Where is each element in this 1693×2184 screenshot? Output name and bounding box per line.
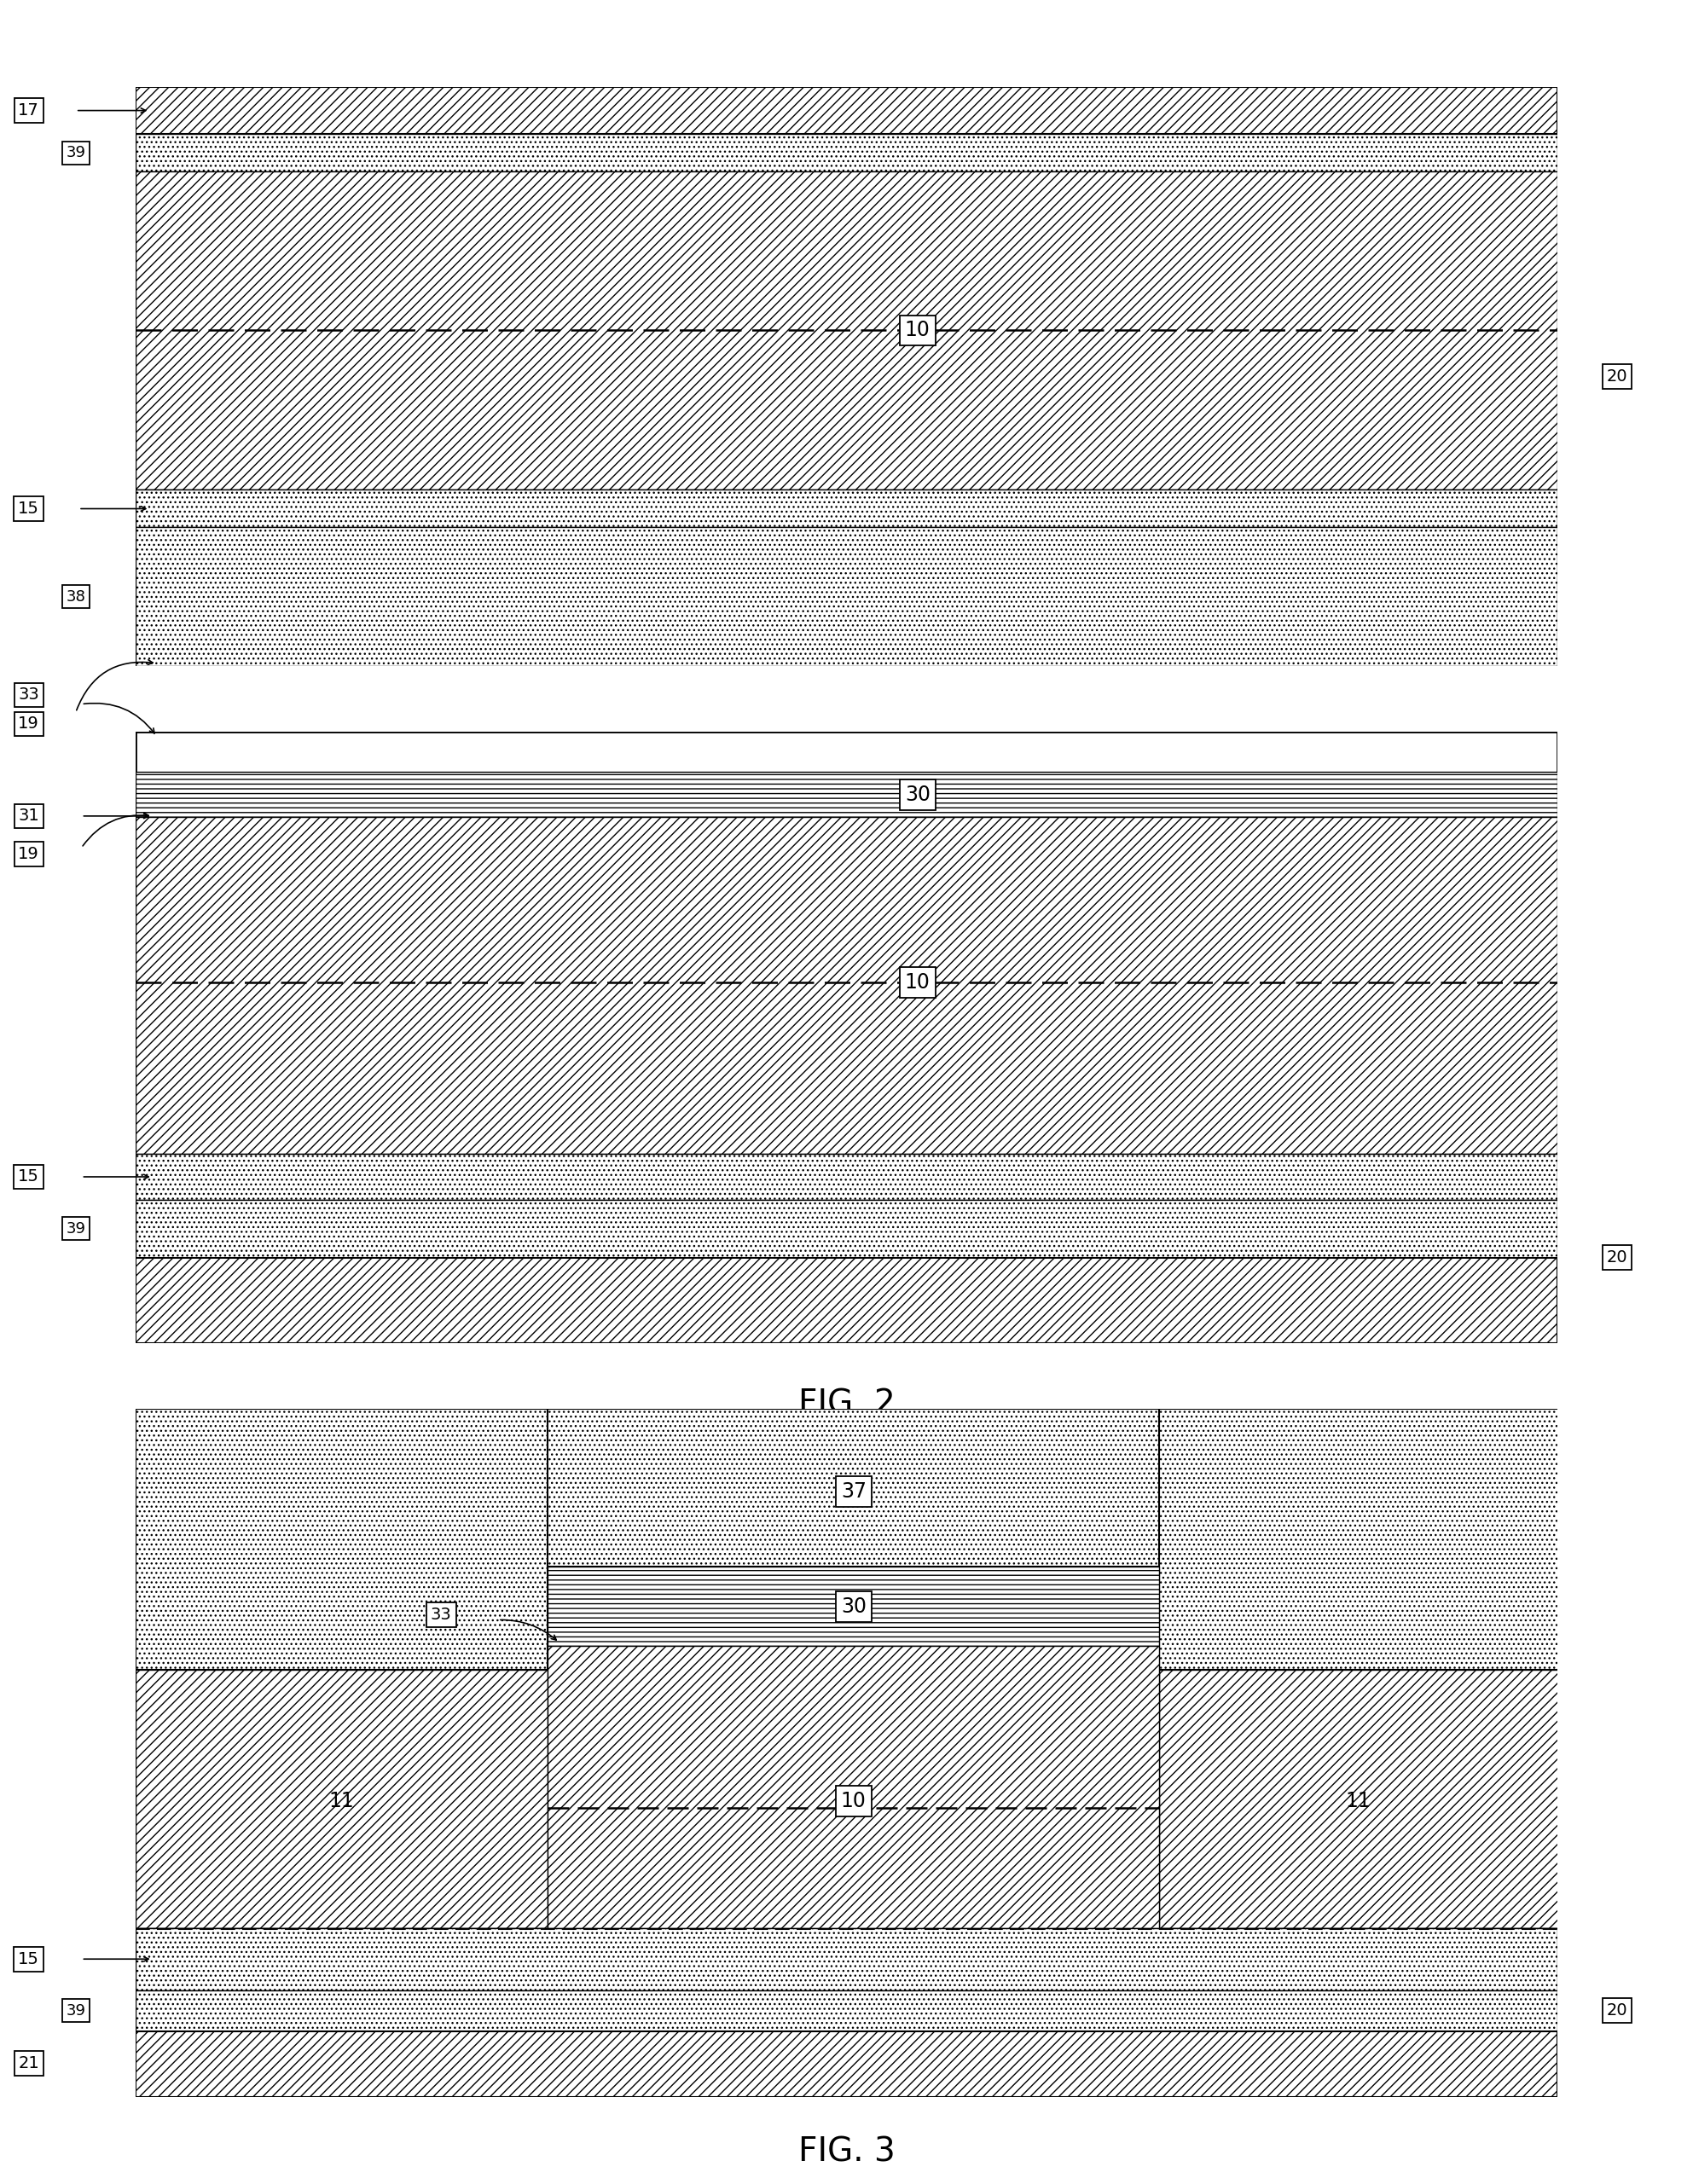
Bar — [1160, 1671, 1571, 1928]
Bar — [135, 1153, 1558, 1199]
Bar — [135, 87, 1558, 133]
Text: 39: 39 — [66, 144, 86, 159]
Bar — [1160, 1409, 1571, 1671]
Text: 15: 15 — [19, 1168, 39, 1186]
Text: 10: 10 — [904, 321, 931, 341]
Bar — [135, 817, 1558, 1153]
Text: 21: 21 — [19, 2055, 39, 2073]
Text: FIG. 2: FIG. 2 — [797, 1389, 896, 1420]
Bar — [135, 1199, 1558, 1258]
Bar — [549, 1647, 1160, 1928]
Text: 20: 20 — [1607, 369, 1627, 384]
Bar — [135, 1928, 549, 1990]
Bar — [135, 133, 1558, 170]
Text: 17: 17 — [19, 103, 39, 118]
Bar — [135, 2031, 1558, 2097]
Text: 39: 39 — [66, 1221, 86, 1236]
Text: 11: 11 — [328, 1791, 354, 1811]
Text: 39: 39 — [66, 2003, 86, 2018]
Bar — [549, 1566, 1160, 1647]
Text: FIG. 3: FIG. 3 — [797, 2136, 896, 2169]
Text: 30: 30 — [841, 1597, 867, 1616]
Text: 33: 33 — [430, 1607, 452, 1623]
Text: 30: 30 — [904, 784, 931, 806]
Bar — [135, 489, 1558, 526]
Text: 20: 20 — [1607, 2003, 1627, 2018]
Bar — [1160, 1928, 1571, 1990]
Text: FIG. 1: FIG. 1 — [797, 743, 896, 775]
Text: 10: 10 — [904, 972, 931, 992]
Bar — [135, 1928, 1558, 1990]
Text: 20: 20 — [1607, 1249, 1627, 1267]
Bar — [135, 1258, 1558, 1343]
Text: 19: 19 — [19, 716, 39, 732]
Text: 38: 38 — [66, 590, 85, 605]
Bar — [135, 170, 1558, 489]
Bar — [135, 1671, 549, 1928]
Text: 10: 10 — [841, 1791, 867, 1811]
Text: 31: 31 — [19, 808, 39, 823]
Text: 15: 15 — [19, 500, 39, 518]
Bar — [135, 771, 1558, 817]
Bar — [135, 1409, 549, 1671]
Text: 15: 15 — [19, 1950, 39, 1968]
Text: 19: 19 — [19, 845, 39, 863]
Bar — [549, 1409, 1160, 1566]
Text: 37: 37 — [841, 1481, 867, 1500]
Bar — [135, 526, 1558, 666]
Bar — [135, 1990, 1558, 2031]
Text: 11: 11 — [1346, 1791, 1371, 1811]
Text: 33: 33 — [19, 686, 39, 703]
